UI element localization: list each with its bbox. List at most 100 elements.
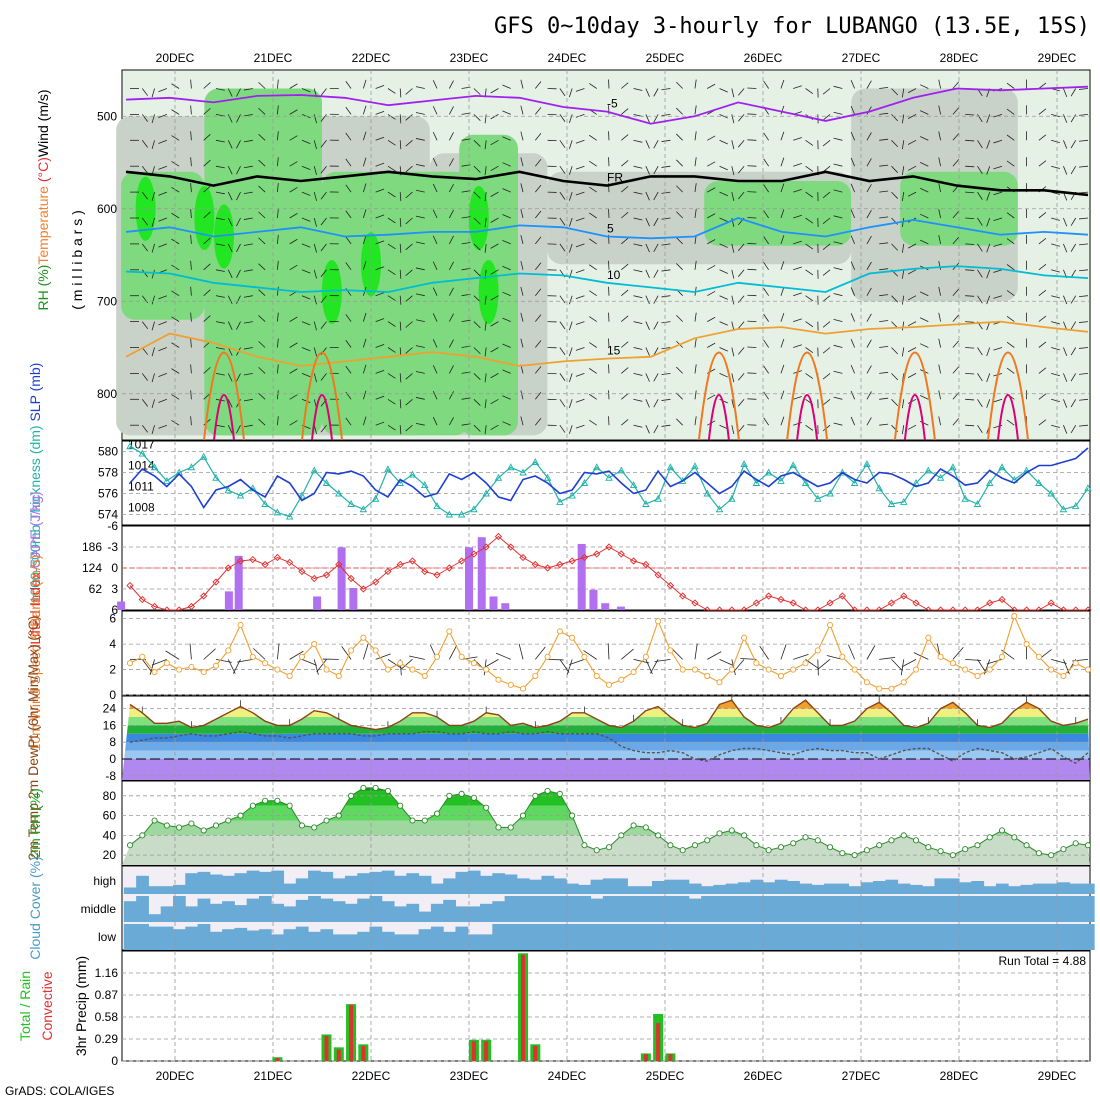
isotherm-cell xyxy=(893,351,936,441)
lifted-index-marker xyxy=(593,550,601,558)
upper-wind-barb xyxy=(907,165,917,171)
upper-wind-barb xyxy=(568,191,573,201)
upper-wind-barb xyxy=(484,243,487,253)
upper-wind-barb xyxy=(227,140,233,149)
upper-wind-barb xyxy=(719,191,728,197)
isotherm-label: -5 xyxy=(607,97,618,111)
cloud-bar-low xyxy=(480,934,493,950)
rh-marker xyxy=(249,802,256,809)
upper-wind-barb xyxy=(907,373,917,378)
upper-wind-barb xyxy=(763,132,769,141)
upper-wind-barb xyxy=(901,166,905,176)
upper-wind-barb xyxy=(559,424,566,433)
lifted-index-line xyxy=(129,535,1088,611)
upper-wind-barb xyxy=(575,217,585,222)
rh-tick-label: 20 xyxy=(103,848,117,862)
upper-wind-barb xyxy=(780,209,785,219)
upper-wind-barb xyxy=(575,88,585,92)
upper-wind-barb xyxy=(151,88,155,98)
upper-wind-barb xyxy=(1063,347,1068,356)
upper-wind-barb xyxy=(763,313,769,322)
upper-wind-barb xyxy=(276,260,279,270)
upper-wind-barb xyxy=(589,134,597,141)
precip-convective-bar xyxy=(336,1049,341,1061)
upper-wind-barb xyxy=(215,191,225,195)
upper-wind-barb xyxy=(158,165,167,170)
upper-wind-barb xyxy=(866,287,872,296)
upper-wind-barb xyxy=(645,166,650,175)
upper-wind-barb xyxy=(141,269,149,278)
rh-marker xyxy=(949,852,956,859)
cloud-bar-high xyxy=(418,875,432,894)
precip-convective-bar xyxy=(643,1054,648,1061)
upper-wind-barb xyxy=(151,269,155,279)
cloud-bar-middle xyxy=(246,898,260,922)
upper-wind-barb xyxy=(345,236,352,245)
upper-wind-barb xyxy=(534,340,542,348)
upper-wind-barb xyxy=(575,398,585,403)
cloud-bar-low xyxy=(258,929,272,950)
rh-marker xyxy=(163,822,170,829)
cloud-bar-high xyxy=(258,871,272,894)
axis-label-part: 3hr Precip (mm) xyxy=(73,956,89,1056)
upper-wind-barb xyxy=(645,243,650,253)
thickness-marker xyxy=(961,494,969,502)
rh-marker xyxy=(507,824,514,831)
upper-wind-barb xyxy=(405,165,413,173)
upper-wind-barb xyxy=(190,157,192,167)
upper-wind-barb xyxy=(171,212,180,219)
upper-wind-barb xyxy=(490,295,499,301)
upper-wind-barb xyxy=(938,183,942,193)
upper-wind-barb xyxy=(375,266,385,271)
upper-wind-barb xyxy=(707,161,716,167)
upper-wind-barb xyxy=(645,140,650,149)
upper-wind-barb xyxy=(190,105,192,115)
lifted-index-marker xyxy=(580,553,589,562)
lifted-index-marker xyxy=(765,592,773,600)
upper-wind-barb xyxy=(763,210,769,219)
isotherm-line xyxy=(125,320,1089,367)
upper-wind-barb xyxy=(850,105,856,115)
upper-wind-barb xyxy=(952,314,960,322)
rh-marker xyxy=(532,792,539,799)
upper-wind-barb xyxy=(276,209,279,219)
thickness-marker xyxy=(617,466,626,474)
cloud-bar-middle xyxy=(602,896,616,922)
upper-wind-barb xyxy=(645,88,650,97)
upper-wind-barb xyxy=(1038,367,1047,374)
upper-wind-barb xyxy=(793,240,802,245)
upper-wind-barb xyxy=(1038,289,1047,297)
upper-wind-barb xyxy=(399,114,402,124)
upper-wind-barb xyxy=(236,321,241,330)
upper-wind-barb xyxy=(833,137,843,141)
upper-wind-barb xyxy=(568,425,573,434)
pressure-tick-label: 600 xyxy=(97,202,117,216)
cloud-bar-middle xyxy=(197,898,211,922)
upper-wind-barb xyxy=(362,105,367,115)
upper-wind-barb xyxy=(1006,238,1015,245)
upper-wind-barb xyxy=(633,217,643,221)
lifted-index-tick-label: -3 xyxy=(107,540,118,554)
upper-wind-barb xyxy=(215,295,225,298)
cloud-bar-middle xyxy=(848,896,862,922)
upper-wind-barb xyxy=(676,237,683,245)
axis-label-part: Temperature xyxy=(35,182,51,264)
cloud-bar-low xyxy=(1045,924,1058,950)
upper-wind-barb xyxy=(190,79,192,89)
upper-wind-barb xyxy=(1070,88,1077,97)
surface-wind-barb xyxy=(583,650,597,660)
wind-speed-marker xyxy=(888,685,895,692)
axis-label: Total / Rain xyxy=(17,971,33,1041)
x-tick-label-bottom: 20DEC xyxy=(156,1069,195,1083)
surface-wind-barb xyxy=(733,659,745,672)
upper-wind-barb xyxy=(141,243,149,252)
upper-wind-barb xyxy=(227,373,233,382)
upper-wind-barb xyxy=(645,295,650,305)
upper-wind-barb xyxy=(151,140,155,150)
upper-wind-barb xyxy=(661,398,671,401)
upper-wind-barb xyxy=(645,269,650,279)
cloud-bar-high xyxy=(639,886,653,894)
rh-marker xyxy=(593,847,600,854)
rh-marker xyxy=(237,812,244,819)
